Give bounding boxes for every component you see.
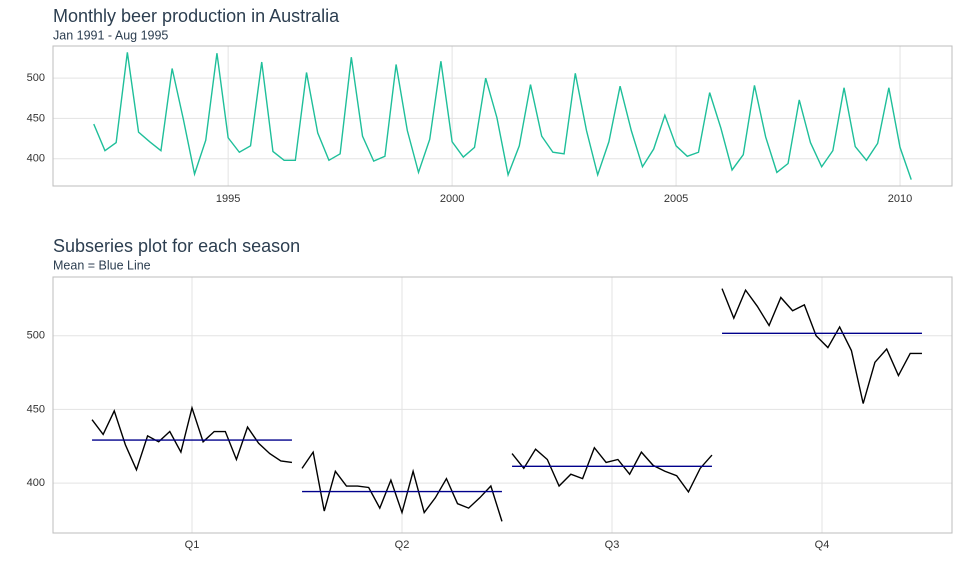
chart-subtitle: Jan 1991 - Aug 1995	[53, 28, 168, 42]
x-tick-label: 1995	[216, 193, 240, 205]
x-tick-label: 2010	[888, 193, 912, 205]
line-series	[93, 52, 912, 180]
panel-border	[52, 276, 953, 534]
x-tick-label: Q3	[605, 539, 620, 551]
subseries-line	[301, 450, 503, 522]
y-tick-label: 500	[27, 72, 45, 84]
x-tick-label: 2005	[664, 193, 688, 205]
x-tick-label: Q4	[815, 539, 830, 551]
panel-border	[52, 45, 953, 187]
chart-title: Subseries plot for each season	[53, 236, 300, 256]
chart-title: Monthly beer production in Australia	[53, 6, 340, 26]
subseries-line	[721, 288, 922, 404]
chart-subtitle: Mean = Blue Line	[53, 258, 151, 272]
subseries-line	[511, 446, 713, 494]
x-tick-label: 2000	[440, 193, 464, 205]
y-tick-label: 400	[27, 153, 45, 165]
y-tick-label: 500	[27, 330, 45, 342]
y-tick-label: 450	[27, 403, 45, 415]
y-tick-label: 450	[27, 112, 45, 124]
y-tick-label: 400	[27, 477, 45, 489]
x-tick-label: Q2	[395, 539, 410, 551]
x-tick-label: Q1	[185, 539, 200, 551]
subseries-line	[91, 405, 293, 472]
